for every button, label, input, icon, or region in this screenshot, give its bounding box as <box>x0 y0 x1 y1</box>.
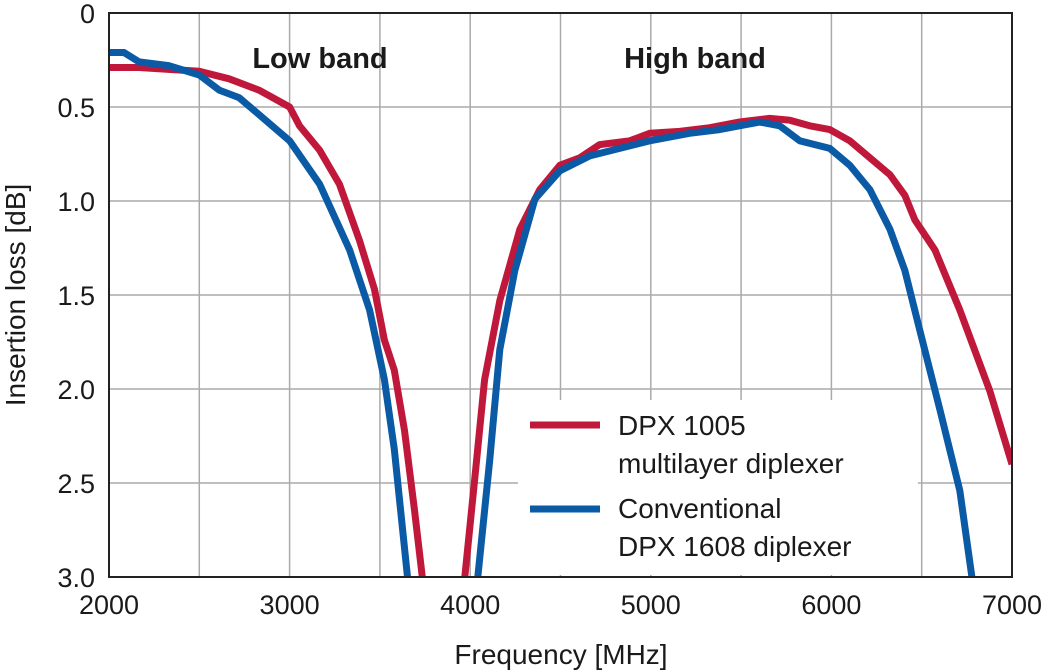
legend-label-dpx1608-line2: DPX 1608 diplexer <box>618 531 851 562</box>
legend: DPX 1005 multilayer diplexer Conventiona… <box>518 400 918 575</box>
x-tick-label: 2000 <box>79 590 139 620</box>
x-tick-label: 4000 <box>440 590 500 620</box>
legend-label-dpx1608-line1: Conventional <box>618 493 781 524</box>
legend-label-dpx1005-line1: DPX 1005 <box>618 410 746 441</box>
series-line-dpx1608 <box>474 118 976 577</box>
x-tick-label: 5000 <box>621 590 681 620</box>
y-tick-label: 0 <box>80 0 95 29</box>
x-tick-labels: 2000 3000 4000 5000 6000 7000 <box>79 590 1042 620</box>
y-tick-label: 2.5 <box>57 469 95 499</box>
x-tick-label: 3000 <box>260 590 320 620</box>
y-tick-label: 1.0 <box>57 187 95 217</box>
y-tick-label: 0.5 <box>57 93 95 123</box>
x-axis-label: Frequency [MHz] <box>454 639 667 670</box>
x-tick-label: 6000 <box>801 590 861 620</box>
y-tick-label: 3.0 <box>57 563 95 593</box>
y-tick-label: 2.0 <box>57 375 95 405</box>
legend-background <box>518 400 918 575</box>
y-tick-labels: 0 0.5 1.0 1.5 2.0 2.5 3.0 <box>57 0 95 593</box>
high-band-annotation: High band <box>624 43 766 75</box>
y-tick-label: 1.5 <box>57 281 95 311</box>
y-axis-label: Insertion loss [dB] <box>0 184 31 407</box>
plot-frame <box>108 12 1013 578</box>
series-line-dpx1005 <box>461 114 1012 577</box>
low-band-annotation: Low band <box>252 43 387 75</box>
series-group <box>109 49 1012 577</box>
series-line-dpx1608 <box>109 49 411 577</box>
x-tick-label: 7000 <box>982 590 1042 620</box>
legend-label-dpx1005-line2: multilayer diplexer <box>618 448 844 479</box>
